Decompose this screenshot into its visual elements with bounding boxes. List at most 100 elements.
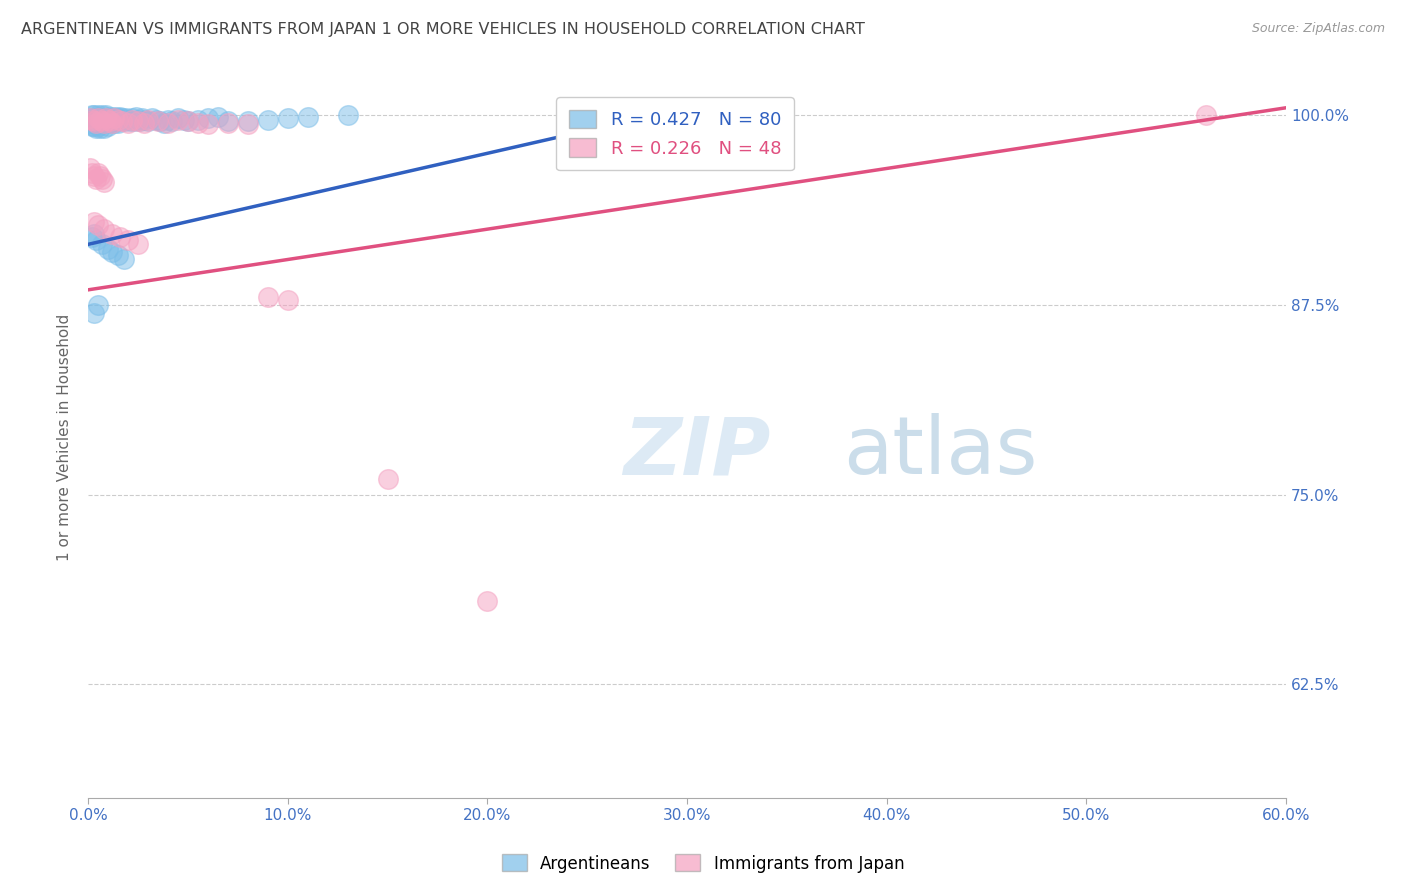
- Legend: Argentineans, Immigrants from Japan: Argentineans, Immigrants from Japan: [495, 847, 911, 880]
- Point: [101, 244, 124, 259]
- Point: [127, 237, 149, 252]
- Point: [101, 114, 124, 128]
- Point: [236, 118, 259, 132]
- Point: [84, 172, 107, 186]
- Point: [83, 119, 105, 133]
- Point: [82, 119, 104, 133]
- Point: [156, 112, 179, 127]
- Point: [129, 114, 152, 128]
- Point: [91, 237, 114, 252]
- Point: [101, 110, 124, 124]
- Point: [149, 114, 172, 128]
- Point: [84, 233, 107, 247]
- Point: [173, 112, 195, 127]
- Point: [87, 112, 110, 126]
- Point: [207, 110, 229, 124]
- Point: [87, 119, 110, 133]
- Point: [94, 114, 117, 128]
- Point: [83, 227, 105, 241]
- Point: [107, 116, 129, 130]
- Point: [217, 116, 239, 130]
- Point: [89, 112, 111, 126]
- Point: [83, 214, 105, 228]
- Point: [112, 252, 135, 267]
- Text: Source: ZipAtlas.com: Source: ZipAtlas.com: [1251, 22, 1385, 36]
- Text: atlas: atlas: [842, 413, 1038, 491]
- Point: [89, 120, 111, 135]
- Point: [136, 112, 159, 127]
- Point: [153, 116, 176, 130]
- Point: [89, 112, 111, 127]
- Point: [97, 110, 120, 124]
- Point: [97, 114, 120, 128]
- Point: [84, 112, 107, 126]
- Point: [107, 112, 129, 127]
- Point: [177, 114, 200, 128]
- Point: [132, 116, 155, 130]
- Point: [94, 108, 117, 122]
- Point: [105, 114, 128, 128]
- Point: [97, 242, 120, 256]
- Point: [93, 222, 115, 236]
- Point: [156, 116, 179, 130]
- Legend: R = 0.427   N = 80, R = 0.226   N = 48: R = 0.427 N = 80, R = 0.226 N = 48: [557, 97, 794, 170]
- Point: [91, 172, 114, 186]
- Point: [125, 110, 148, 124]
- Point: [103, 112, 125, 126]
- Point: [84, 120, 107, 135]
- Point: [82, 112, 104, 127]
- Point: [115, 112, 138, 126]
- Point: [160, 114, 183, 128]
- Point: [97, 112, 120, 127]
- Point: [79, 116, 101, 130]
- Text: ARGENTINEAN VS IMMIGRANTS FROM JAPAN 1 OR MORE VEHICLES IN HOUSEHOLD CORRELATION: ARGENTINEAN VS IMMIGRANTS FROM JAPAN 1 O…: [21, 22, 865, 37]
- Point: [1195, 108, 1218, 122]
- Point: [121, 112, 143, 127]
- Point: [91, 112, 114, 127]
- Point: [98, 116, 121, 130]
- Point: [167, 112, 190, 126]
- Point: [108, 112, 131, 127]
- Point: [91, 108, 114, 122]
- Point: [120, 114, 142, 128]
- Point: [131, 112, 153, 126]
- Point: [108, 229, 131, 244]
- Point: [79, 161, 101, 176]
- Point: [167, 112, 190, 127]
- Point: [236, 114, 259, 128]
- Point: [141, 112, 163, 126]
- Point: [89, 169, 111, 183]
- Point: [336, 108, 359, 122]
- Point: [105, 110, 128, 124]
- Point: [277, 293, 299, 308]
- Point: [93, 116, 115, 130]
- Point: [111, 114, 134, 128]
- Point: [187, 116, 209, 130]
- Point: [93, 175, 115, 189]
- Point: [127, 112, 149, 127]
- Point: [98, 112, 121, 126]
- Point: [83, 112, 105, 127]
- Point: [98, 114, 121, 128]
- Point: [145, 112, 167, 127]
- Point: [112, 114, 135, 128]
- Point: [256, 290, 278, 304]
- Point: [83, 108, 105, 122]
- Point: [84, 116, 107, 130]
- Point: [117, 112, 139, 127]
- Point: [197, 118, 219, 132]
- Point: [87, 108, 110, 122]
- Point: [377, 473, 399, 487]
- Point: [93, 112, 115, 126]
- Y-axis label: 1 or more Vehicles in Household: 1 or more Vehicles in Household: [58, 314, 72, 561]
- Point: [122, 114, 145, 128]
- Point: [97, 119, 120, 133]
- Point: [107, 248, 129, 262]
- Point: [146, 114, 169, 128]
- Point: [101, 116, 124, 130]
- Point: [82, 108, 104, 122]
- Point: [91, 114, 114, 128]
- Point: [117, 233, 139, 247]
- Point: [84, 116, 107, 130]
- Point: [136, 114, 159, 128]
